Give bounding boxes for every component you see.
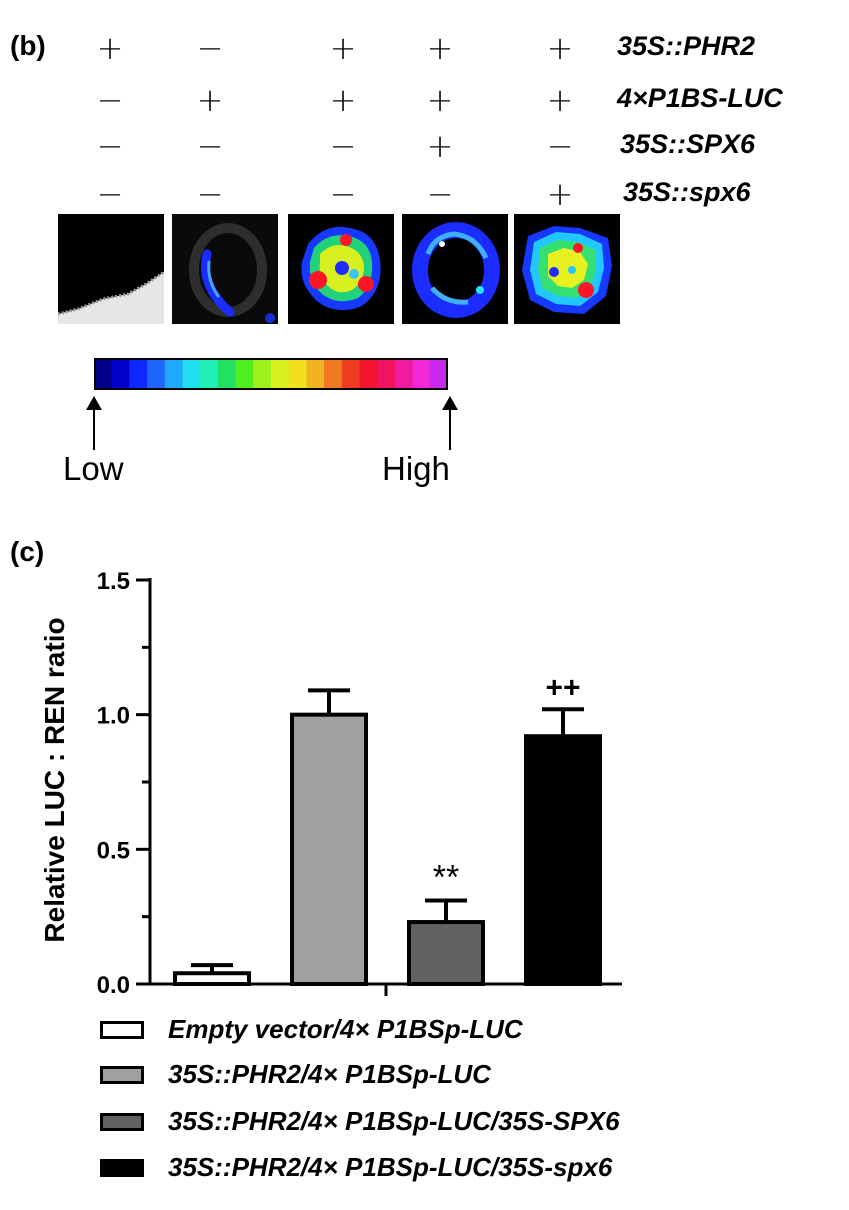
- treatment-sign: +: [426, 127, 454, 165]
- treatment-sign: −: [546, 127, 574, 165]
- legend-label: Empty vector/4× P1BSp-LUC: [168, 1014, 523, 1044]
- treatment-sign: +: [426, 29, 454, 67]
- y-axis-title: Relative LUC : REN ratio: [39, 617, 70, 942]
- legend-swatch: [100, 1021, 144, 1039]
- legend-swatch: [100, 1066, 144, 1084]
- panel-c-label: (c): [10, 536, 45, 567]
- legend-swatch: [100, 1159, 144, 1177]
- y-tick-label: 1.0: [97, 703, 130, 730]
- legend-label: 35S::PHR2/4× P1BSp-LUC/35S-spx6: [168, 1152, 613, 1182]
- treatment-sign: −: [329, 127, 357, 165]
- construct-label: 35S::PHR2: [617, 31, 756, 61]
- treatment-sign: +: [329, 81, 357, 119]
- scale-low-label: Low: [63, 450, 124, 487]
- y-tick-label: 0.0: [97, 972, 130, 999]
- treatment-sign: −: [426, 175, 454, 213]
- panel-b-label: (b): [10, 30, 46, 61]
- luminescence-image-4: [402, 214, 508, 324]
- treatment-sign: −: [96, 175, 124, 213]
- treatment-sign: −: [96, 81, 124, 119]
- treatment-sign: −: [96, 127, 124, 165]
- significance-marker: **: [433, 859, 459, 897]
- intensity-color-scale: [94, 358, 449, 390]
- bar: [524, 734, 602, 986]
- legend-label: 35S::PHR2/4× P1BSp-LUC/35S-SPX6: [168, 1106, 620, 1136]
- treatment-sign: −: [329, 175, 357, 213]
- treatment-sign: +: [329, 29, 357, 67]
- bar: [407, 920, 485, 987]
- y-tick-label: 0.5: [97, 837, 130, 864]
- luminescence-image-3: [288, 214, 394, 324]
- bar-chart: Relative LUC : REN ratio 0.0 0.5 1.0 1.5 **…: [39, 568, 622, 999]
- luminescence-image-1: [58, 214, 164, 324]
- bar: [290, 712, 368, 987]
- treatment-sign: +: [546, 29, 574, 67]
- construct-label: 35S::spx6: [623, 177, 751, 207]
- luminescence-image-5: [514, 214, 620, 324]
- treatment-sign: +: [546, 81, 574, 119]
- treatment-sign: −: [196, 29, 224, 67]
- luminescence-image-2: [172, 214, 278, 324]
- treatment-sign: +: [546, 175, 574, 213]
- treatment-sign: +: [196, 81, 224, 119]
- treatment-sign: +: [96, 29, 124, 67]
- low-arrow-icon: [86, 396, 102, 450]
- treatment-sign: −: [196, 175, 224, 213]
- treatment-sign: +: [426, 81, 454, 119]
- y-tick-label: 1.5: [97, 568, 130, 595]
- legend-label: 35S::PHR2/4× P1BSp-LUC: [168, 1059, 491, 1089]
- legend-swatch: [100, 1113, 144, 1131]
- construct-label: 4×P1BS-LUC: [617, 83, 783, 113]
- significance-marker: ++: [545, 671, 580, 704]
- construct-label: 35S::SPX6: [620, 129, 756, 159]
- scale-high-label: High: [382, 450, 450, 487]
- bar: [173, 971, 251, 987]
- high-arrow-icon: [442, 396, 458, 450]
- treatment-sign: −: [196, 127, 224, 165]
